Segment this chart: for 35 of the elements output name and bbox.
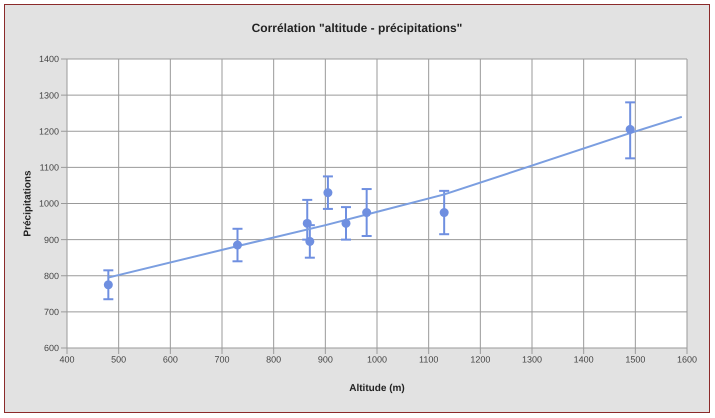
x-tick-label: 1600 bbox=[676, 354, 698, 364]
x-tick-label: 1400 bbox=[574, 354, 594, 364]
x-tick-label: 1300 bbox=[522, 354, 542, 364]
x-tick-label: 1200 bbox=[470, 354, 490, 364]
point bbox=[626, 124, 635, 134]
x-tick-label: 500 bbox=[111, 354, 126, 364]
x-tick-label: 800 bbox=[266, 354, 282, 364]
x-tick-label: 600 bbox=[162, 354, 178, 364]
point bbox=[440, 208, 449, 218]
x-tick-label: 700 bbox=[214, 354, 230, 364]
y-tick-label: 1300 bbox=[38, 90, 59, 100]
point bbox=[305, 236, 314, 246]
y-tick-label: 1000 bbox=[38, 198, 59, 209]
x-tick-label: 1100 bbox=[418, 354, 438, 364]
line-series bbox=[107, 116, 683, 279]
y-tick-label: 900 bbox=[44, 234, 59, 245]
point bbox=[104, 280, 113, 290]
y-tick-label: 1100 bbox=[40, 162, 59, 173]
x-tick-label: 400 bbox=[59, 354, 75, 364]
y-tick-label: 1400 bbox=[38, 54, 59, 64]
x-tick-label: 1500 bbox=[625, 354, 646, 364]
x-tick-label: 1000 bbox=[366, 354, 388, 364]
x-tick-label: 900 bbox=[318, 354, 333, 364]
y-axis-title: Précipitations bbox=[22, 170, 34, 237]
point bbox=[232, 240, 242, 250]
y-tick-label: 1200 bbox=[38, 126, 59, 136]
y-tick-label: 700 bbox=[44, 307, 59, 318]
y-tick-label: 800 bbox=[44, 270, 59, 281]
point bbox=[341, 218, 351, 228]
point bbox=[362, 208, 372, 218]
y-tick-label: 600 bbox=[44, 343, 59, 354]
x-axis-title: Altitude (m) bbox=[349, 383, 405, 394]
point bbox=[302, 218, 312, 228]
point bbox=[323, 188, 332, 198]
chart-title: Corrélation "altitude - précipitations" bbox=[250, 21, 464, 35]
